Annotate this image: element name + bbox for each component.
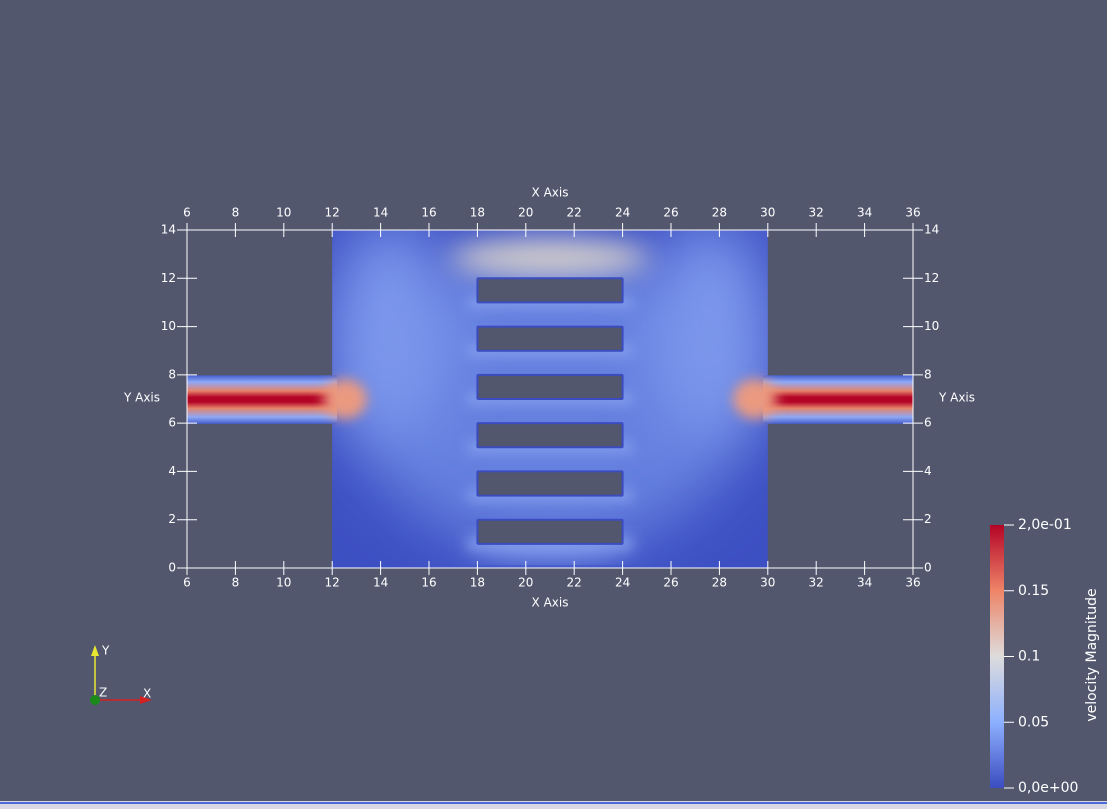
y-tick-label: 2 <box>924 512 932 526</box>
color-bar-label: 0.1 <box>1018 649 1040 665</box>
obstacle <box>476 325 624 352</box>
color-bar-label: 0,0e+00 <box>1018 780 1078 796</box>
x-tick-label: 8 <box>232 576 240 590</box>
x-tick-label: 24 <box>615 576 630 590</box>
y-axis-title: Y Axis <box>123 391 160 405</box>
x-tick-label: 28 <box>712 576 727 590</box>
color-bar-gradient <box>990 525 1004 788</box>
color-bar: 2,0e-01 0.15 0.1 0.05 0,0e+00 velocity Magni… <box>990 517 1100 796</box>
window-border <box>0 801 1107 809</box>
x-tick-label: 6 <box>183 576 191 590</box>
axes-frame <box>186 229 914 569</box>
color-bar-title: velocity Magnitude <box>1084 588 1100 721</box>
y-tick-label: 6 <box>168 416 176 430</box>
x-tick-label: 24 <box>615 206 630 220</box>
x-tick-label: 6 <box>183 206 191 220</box>
x-tick-label: 16 <box>421 206 436 220</box>
window-border <box>0 802 1107 804</box>
x-tick-label: 20 <box>518 206 533 220</box>
x-tick-label: 22 <box>567 206 582 220</box>
y-tick-label: 4 <box>924 464 932 478</box>
y-tick-label: 4 <box>168 464 176 478</box>
y-tick-label: 8 <box>168 367 176 381</box>
x-axis-title: X Axis <box>532 596 569 610</box>
color-bar-label: 0.05 <box>1018 714 1049 730</box>
y-tick-label: 8 <box>924 367 932 381</box>
color-bar-label: 0.15 <box>1018 583 1049 599</box>
obstacle <box>476 422 624 449</box>
x-tick-label: 22 <box>567 576 582 590</box>
axis-label: X <box>143 687 151 701</box>
x-tick-label: 12 <box>325 206 340 220</box>
x-tick-label: 12 <box>325 576 340 590</box>
obstacle <box>476 470 624 497</box>
axis-label: Y <box>101 644 110 658</box>
x-tick-label: 14 <box>373 576 388 590</box>
x-axis-title: X Axis <box>532 186 569 200</box>
x-tick-label: 36 <box>905 576 920 590</box>
y-tick-label: 0 <box>168 561 176 575</box>
x-tick-label: 28 <box>712 206 727 220</box>
y-tick-label: 10 <box>924 319 939 333</box>
x-tick-label: 32 <box>809 206 824 220</box>
x-tick-label: 26 <box>663 206 678 220</box>
y-tick-label: 10 <box>161 319 176 333</box>
color-bar-label: 2,0e-01 <box>1018 517 1072 533</box>
x-tick-label: 8 <box>232 206 240 220</box>
y-tick-label: 2 <box>168 512 176 526</box>
x-tick-label: 30 <box>760 576 775 590</box>
x-tick-label: 20 <box>518 576 533 590</box>
y-tick-label: 14 <box>161 223 176 237</box>
x-tick-label: 30 <box>760 206 775 220</box>
x-tick-label: 18 <box>470 576 485 590</box>
x-tick-label: 34 <box>857 576 872 590</box>
velocity-field <box>187 230 913 568</box>
y-axis-title: Y Axis <box>938 391 975 405</box>
axis-label: Z <box>99 686 107 700</box>
y-tick-label: 12 <box>161 271 176 285</box>
x-tick-label: 14 <box>373 206 388 220</box>
x-tick-label: 18 <box>470 206 485 220</box>
x-tick-label: 16 <box>421 576 436 590</box>
x-tick-label: 34 <box>857 206 872 220</box>
x-tick-label: 26 <box>663 576 678 590</box>
y-tick-label: 0 <box>924 561 932 575</box>
y-tick-label: 14 <box>924 223 939 237</box>
orientation-axes: Y Z X <box>90 644 152 705</box>
y-tick-label: 12 <box>924 271 939 285</box>
x-tick-label: 10 <box>276 576 291 590</box>
obstacle <box>476 373 624 401</box>
x-tick-label: 10 <box>276 206 291 220</box>
obstacle <box>476 277 624 304</box>
x-tick-label: 36 <box>905 206 920 220</box>
x-tick-label: 32 <box>809 576 824 590</box>
obstacle <box>476 518 624 545</box>
y-tick-label: 6 <box>924 416 932 430</box>
